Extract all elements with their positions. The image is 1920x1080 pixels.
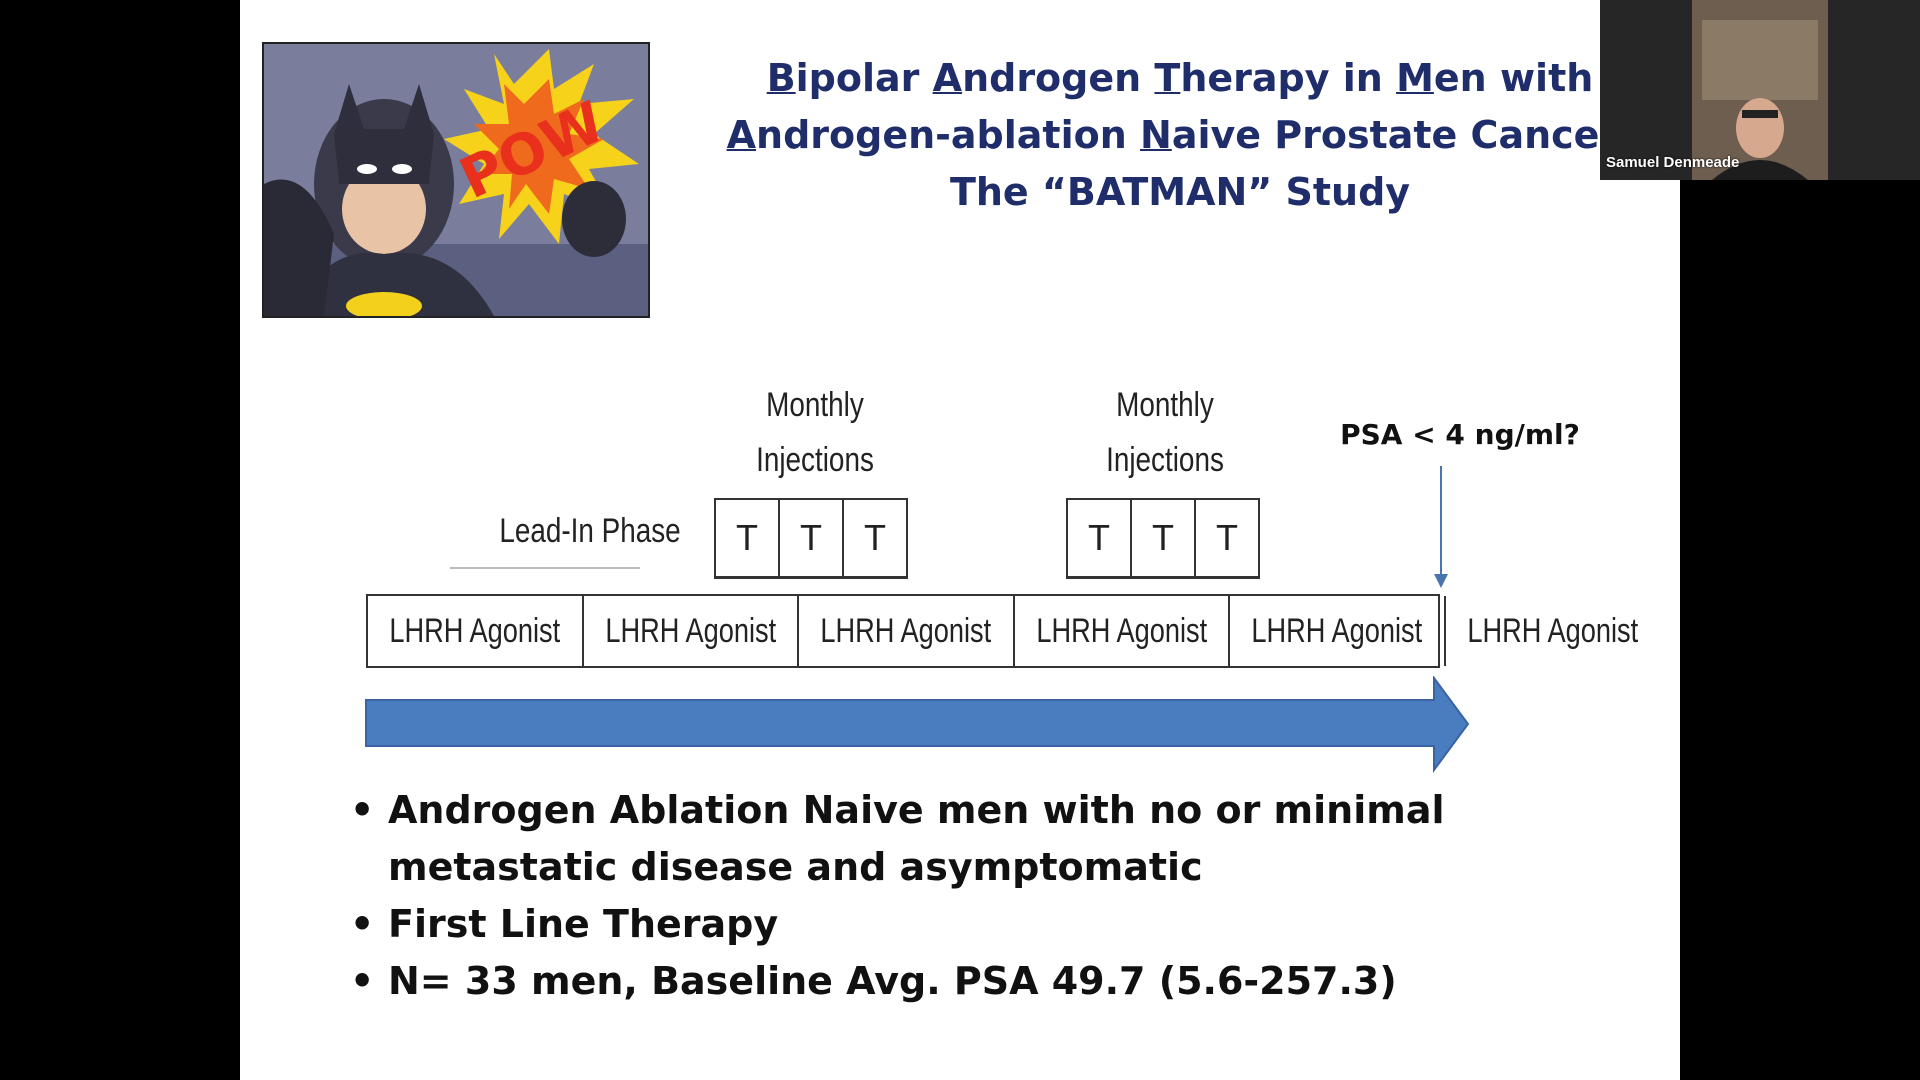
presentation-slide: POW Bipolar Androgen Therapy in Men with… (240, 0, 1680, 1080)
lhrh-agonist-cell: LHRH Agonist (1015, 596, 1231, 666)
testosterone-cell: T (1066, 500, 1130, 576)
lead-in-underline (450, 567, 640, 569)
lhrh-agonist-cell: LHRH Agonist (1230, 596, 1446, 666)
psa-threshold-label: PSA < 4 ng/ml? (1340, 418, 1580, 451)
bullet-item: Androgen Ablation Naive men with no or m… (350, 782, 1450, 896)
psa-arrow-line (1440, 466, 1442, 576)
monthly-injections-label-2: Monthly Injections (1106, 386, 1224, 479)
psa-arrow-head-icon (1434, 574, 1448, 588)
title-line-1: Bipolar Androgen Therapy in Men with (766, 56, 1594, 100)
lhrh-agonist-cell: LHRH Agonist (1467, 611, 1638, 650)
slide-title: Bipolar Androgen Therapy in Men with And… (680, 50, 1680, 221)
bullet-item: First Line Therapy (350, 896, 1450, 953)
bullet-item: N= 33 men, Baseline Avg. PSA 49.7 (5.6-2… (350, 953, 1450, 1010)
testosterone-cell: T (1194, 500, 1260, 576)
testosterone-cell: T (714, 500, 778, 576)
lhrh-agonist-cell: LHRH Agonist (799, 596, 1015, 666)
title-line-3: The “BATMAN” Study (949, 170, 1411, 214)
bullet-list: Androgen Ablation Naive men with no or m… (350, 782, 1450, 1010)
participant-video-feed (1692, 0, 1828, 180)
lhrh-agonist-cell: LHRH Agonist (368, 596, 584, 666)
testosterone-cell: T (1130, 500, 1194, 576)
monthly-injections-label-1: Monthly Injections (756, 386, 874, 479)
batman-comic-image: POW (262, 42, 650, 318)
timeline-arrow-icon (365, 676, 1470, 774)
participant-name-label: Samuel Denmeade (1606, 154, 1740, 171)
injection-group-2: T T T (1066, 498, 1260, 579)
title-line-2: Androgen-ablation Naive Prostate Cancer: (726, 113, 1634, 157)
testosterone-cell: T (778, 500, 842, 576)
lead-in-phase-label: Lead-In Phase (499, 512, 681, 550)
lhrh-agonist-row: LHRH Agonist LHRH Agonist LHRH Agonist L… (366, 594, 1638, 668)
injection-group-1: T T T (714, 498, 908, 579)
participant-video-tile[interactable]: Samuel Denmeade (1600, 0, 1920, 180)
testosterone-cell: T (842, 500, 908, 576)
lhrh-agonist-cell: LHRH Agonist (584, 596, 800, 666)
